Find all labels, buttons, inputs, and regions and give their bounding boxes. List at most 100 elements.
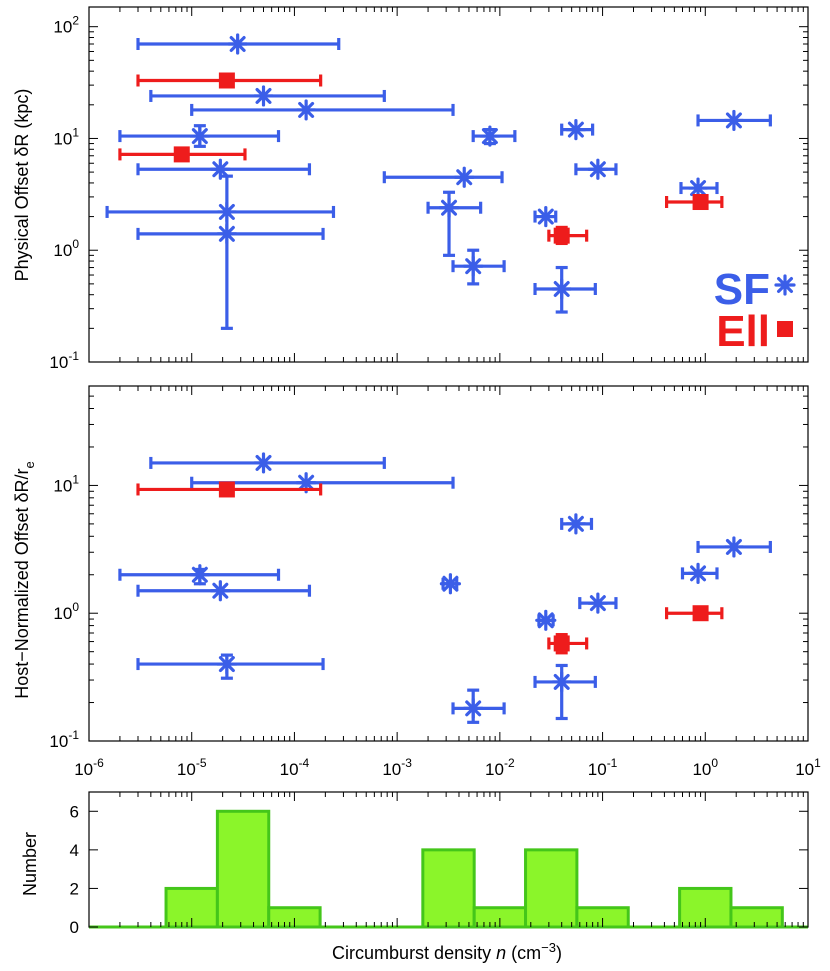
histogram-y-tick-label: 0 [70, 918, 79, 937]
normalized-sf-point [680, 562, 719, 584]
legend-ell-label: Ell [716, 307, 770, 356]
normalized-sf-point [535, 609, 557, 631]
normalized-series-layer [118, 452, 772, 724]
square-marker [692, 194, 709, 211]
normalized-series-sf [118, 452, 772, 724]
x-tick-label-exponent: -6 [93, 756, 104, 770]
normalized-y-tick-label: 101 [53, 472, 79, 495]
physical-sf-point [533, 205, 558, 228]
physical-y-tick-label-base: 10 [53, 18, 72, 37]
asterisk-marker [462, 697, 484, 719]
normalized-y-tick-label-base: 10 [53, 476, 72, 495]
asterisk-marker [535, 205, 557, 228]
x-tick-label-exponent: -5 [196, 756, 207, 770]
x-axis-label-text: Circumburst density [332, 943, 496, 963]
asterisk-marker [227, 33, 249, 55]
physical-sf-point [471, 125, 517, 147]
normalized-sf-point [190, 472, 455, 494]
x-tick-label: 10-2 [485, 756, 515, 779]
square-marker [553, 635, 570, 652]
asterisk-marker [438, 197, 460, 219]
x-tick-label: 10-1 [588, 756, 618, 779]
normalized-y-tick-label-base: 10 [53, 604, 72, 623]
square-marker [692, 605, 709, 622]
normalized-y-tick-label-base: 10 [49, 732, 68, 751]
asterisk-marker [252, 452, 275, 474]
physical-sf-point [560, 119, 595, 141]
physical-sf-point [136, 223, 325, 245]
x-tick-label: 100 [692, 756, 718, 779]
normalized-sf-point [533, 663, 597, 721]
physical-y-tick-label-exponent: 1 [72, 125, 79, 139]
normalized-sf-point [118, 564, 281, 586]
asterisk-marker [551, 278, 573, 300]
asterisk-marker [479, 125, 501, 147]
legend-square-marker [777, 321, 793, 337]
physical-y-tick-label-exponent: 2 [72, 14, 79, 28]
physical-y-tick-label: 10-1 [49, 349, 79, 372]
x-tick-label-exponent: -4 [299, 756, 310, 770]
physical-y-tick-label: 101 [53, 125, 79, 148]
physical-ell-point [664, 194, 724, 211]
asterisk-marker [453, 166, 475, 188]
x-tick-label: 101 [795, 756, 821, 779]
physical-series-layer [105, 33, 772, 330]
physical-sf-point [149, 85, 386, 107]
histogram-bar [421, 848, 476, 929]
square-marker [553, 227, 570, 244]
physical-ell-point [547, 225, 589, 246]
physical-sf-point [105, 174, 336, 330]
x-tick-label-base: 10 [588, 760, 607, 779]
histogram-panel: 0 2 4 6 Number Circumburst density n (cm−3) [20, 791, 809, 963]
physical-sf-point [451, 248, 506, 286]
x-axis-label-unit: (cm [506, 943, 541, 963]
x-tick-label-base: 10 [74, 760, 93, 779]
normalized-y-axis-label: Host−Normalized Offset δR/re [12, 461, 37, 699]
asterisk-marker [551, 671, 573, 693]
asterisk-marker [723, 536, 745, 558]
legend-sf-marker [774, 274, 796, 296]
x-tick-label-exponent: -2 [504, 756, 515, 770]
histogram-bars [89, 809, 808, 929]
asterisk-marker [587, 158, 609, 180]
x-axis-label-unit-exponent: −3 [541, 940, 556, 955]
normalized-y-tick-label: 100 [53, 600, 79, 623]
x-tick-label-exponent: 1 [814, 756, 821, 770]
asterisk-marker [587, 592, 609, 614]
physical-y-axis-label: Physical Offset δR (kpc) [12, 89, 32, 282]
physical-y-tick-label-base: 10 [49, 353, 68, 372]
physical-ell-point [118, 146, 247, 163]
x-axis-label: Circumburst density n (cm−3) [332, 940, 562, 963]
histogram-y-tick-label: 2 [70, 879, 79, 898]
histogram-y-ticks: 0 2 4 6 [70, 792, 809, 937]
asterisk-marker [723, 109, 745, 132]
physical-sf-point [136, 158, 312, 180]
asterisk-marker [565, 513, 587, 535]
histogram-y-tick-label: 6 [70, 802, 79, 821]
histogram-bar [215, 809, 271, 929]
square-marker [218, 481, 235, 498]
shared-x-ticks: 10-6 10-5 10-4 10-3 10-2 10-1 100 101 [74, 386, 821, 779]
normalized-y-tick-label: 10-1 [49, 728, 79, 751]
x-tick-label: 10-4 [280, 756, 310, 779]
physical-y-tick-label: 100 [53, 237, 79, 260]
x-tick-label-base: 10 [280, 760, 299, 779]
asterisk-marker [252, 85, 275, 107]
physical-sf-point [574, 158, 618, 180]
histogram-bar [164, 886, 219, 929]
physical-y-tick-label: 102 [53, 14, 79, 37]
normalized-sf-point [696, 536, 772, 558]
physical-series-sf [105, 33, 772, 330]
x-tick-label-exponent: 0 [711, 756, 718, 770]
x-tick-label: 10-5 [177, 756, 207, 779]
physical-sf-point [679, 177, 719, 199]
square-marker [218, 72, 235, 89]
asterisk-marker [462, 255, 484, 277]
physical-y-tick-label-base: 10 [53, 129, 72, 148]
normalized-sf-point [439, 573, 462, 595]
normalized-y-ticks: 10-1 100 101 [49, 385, 808, 751]
physical-y-tick-label-exponent: -1 [68, 349, 79, 363]
histogram-y-axis-label: Number [20, 832, 40, 896]
